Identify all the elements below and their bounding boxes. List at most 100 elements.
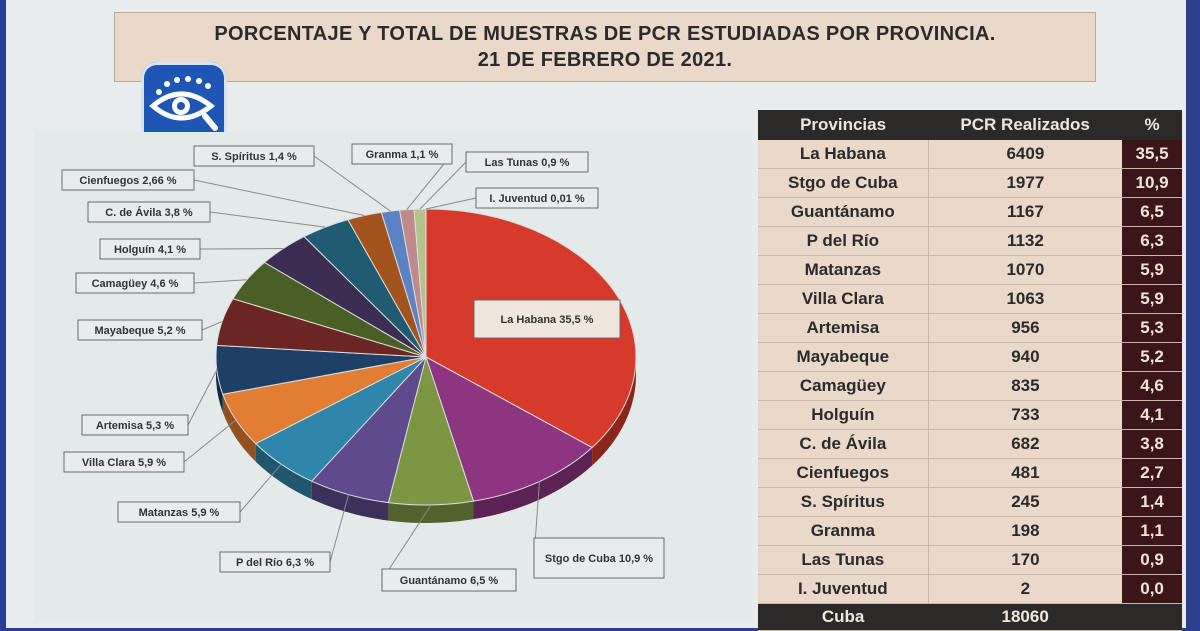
pcr-cell: 1070 (928, 256, 1122, 285)
province-cell: Holguín (758, 401, 928, 430)
slice-label: Artemisa 5,3 % (96, 420, 174, 432)
percent-cell: 4,6 (1122, 372, 1182, 401)
pcr-cell: 170 (928, 546, 1122, 575)
pie-chart: La Habana 35,5 % Stgo de Cuba 10,9 % Guant… (34, 132, 752, 620)
pcr-cell: 835 (928, 372, 1122, 401)
leader-line (240, 464, 281, 512)
slice-label: Matanzas 5,9 % (139, 507, 220, 519)
header-pcr: PCR Realizados (928, 110, 1122, 140)
pcr-cell: 2 (928, 575, 1122, 604)
percent-cell: 1,1 (1122, 517, 1182, 546)
slice-label: Villa Clara 5,9 % (82, 457, 166, 469)
slice-label: P del Río 6,3 % (236, 557, 314, 569)
slice-label: La Habana 35,5 % (501, 314, 594, 326)
pcr-cell: 198 (928, 517, 1122, 546)
province-cell: Mayabeque (758, 343, 928, 372)
leader-line (194, 180, 364, 216)
pcr-cell: 245 (928, 488, 1122, 517)
title-line-2: 21 DE FEBRERO DE 2021. (115, 47, 1095, 73)
province-cell: P del Río (758, 227, 928, 256)
province-cell: Camagüey (758, 372, 928, 401)
province-cell: Guantánamo (758, 198, 928, 227)
table-header-row: Provincias PCR Realizados % (758, 110, 1182, 140)
percent-cell: 0,9 (1122, 546, 1182, 575)
slice-label: Las Tunas 0,9 % (485, 157, 570, 169)
pcr-cell: 481 (928, 459, 1122, 488)
percent-cell: 6,5 (1122, 198, 1182, 227)
total-label-cell: Cuba (758, 604, 928, 631)
percent-cell: 5,3 (1122, 314, 1182, 343)
slice-label: Granma 1,1 % (366, 149, 439, 161)
province-cell: Las Tunas (758, 546, 928, 575)
slice-label: Cienfuegos 2,66 % (79, 175, 176, 187)
province-cell: Villa Clara (758, 285, 928, 314)
slice-label: Stgo de Cuba 10,9 % (545, 553, 653, 565)
header-percent: % (1122, 110, 1182, 140)
leader-line (194, 280, 247, 283)
leader-line (184, 420, 236, 462)
percent-cell: 4,1 (1122, 401, 1182, 430)
province-cell: S. Spíritus (758, 488, 928, 517)
leader-line (188, 370, 217, 425)
slice-label: Holguín 4,1 % (114, 244, 186, 256)
percent-cell: 3,8 (1122, 430, 1182, 459)
slice-label: C. de Ávila 3,8 % (105, 206, 193, 219)
slice-label: S. Spíritus 1,4 % (211, 151, 297, 163)
title-box: PORCENTAJE Y TOTAL DE MUESTRAS DE PCR ES… (114, 12, 1096, 82)
slide-frame: PORCENTAJE Y TOTAL DE MUESTRAS DE PCR ES… (6, 0, 1186, 628)
pcr-cell: 1167 (928, 198, 1122, 227)
header-provincias: Provincias (758, 110, 928, 140)
total-percent-cell (1122, 604, 1182, 631)
pcr-cell: 1063 (928, 285, 1122, 314)
leader-line (426, 198, 476, 209)
percent-cell: 2,7 (1122, 459, 1182, 488)
pcr-cell: 1132 (928, 227, 1122, 256)
province-cell: Granma (758, 517, 928, 546)
province-cell: Artemisa (758, 314, 928, 343)
percent-cell: 5,9 (1122, 285, 1182, 314)
percent-cell: 5,2 (1122, 343, 1182, 372)
province-cell: I. Juventud (758, 575, 928, 604)
leader-line (202, 322, 222, 330)
province-cell: Cienfuegos (758, 459, 928, 488)
pcr-cell: 956 (928, 314, 1122, 343)
province-cell: C. de Ávila (758, 430, 928, 459)
percent-cell: 1,4 (1122, 488, 1182, 517)
percent-cell: 0,0 (1122, 575, 1182, 604)
pcr-cell: 1977 (928, 169, 1122, 198)
title-line-1: PORCENTAJE Y TOTAL DE MUESTRAS DE PCR ES… (115, 21, 1095, 47)
province-cell: La Habana (758, 140, 928, 169)
slice-label: I. Juventud 0,01 % (489, 193, 585, 205)
slice-label: Guantánamo 6,5 % (400, 575, 499, 587)
province-cell: Matanzas (758, 256, 928, 285)
province-cell: Stgo de Cuba (758, 169, 928, 198)
percent-cell: 5,9 (1122, 256, 1182, 285)
percent-cell: 6,3 (1122, 227, 1182, 256)
percent-cell: 35,5 (1122, 140, 1182, 169)
slice-label: Camagüey 4,6 % (92, 278, 179, 290)
slice-label: Mayabeque 5,2 % (94, 325, 185, 337)
pcr-cell: 940 (928, 343, 1122, 372)
pcr-cell: 682 (928, 430, 1122, 459)
pcr-cell: 6409 (928, 140, 1122, 169)
percent-cell: 10,9 (1122, 169, 1182, 198)
pie-chart-panel: La Habana 35,5 % Stgo de Cuba 10,9 % Guant… (34, 132, 752, 620)
leader-line (210, 212, 325, 227)
